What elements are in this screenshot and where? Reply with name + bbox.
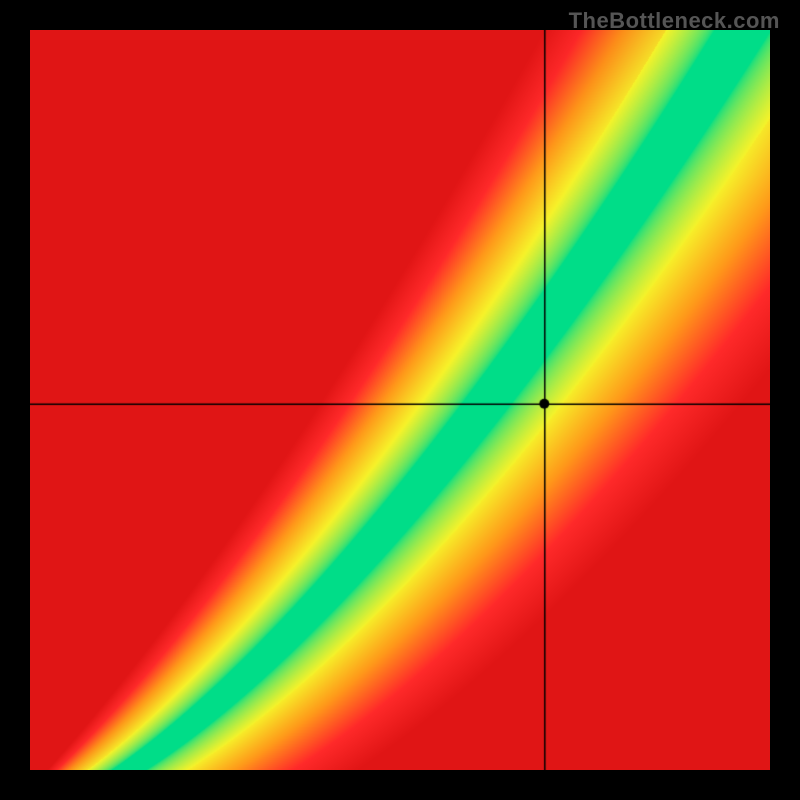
bottleneck-heatmap xyxy=(30,30,770,770)
chart-container: TheBottleneck.com xyxy=(0,0,800,800)
watermark-text: TheBottleneck.com xyxy=(569,8,780,34)
